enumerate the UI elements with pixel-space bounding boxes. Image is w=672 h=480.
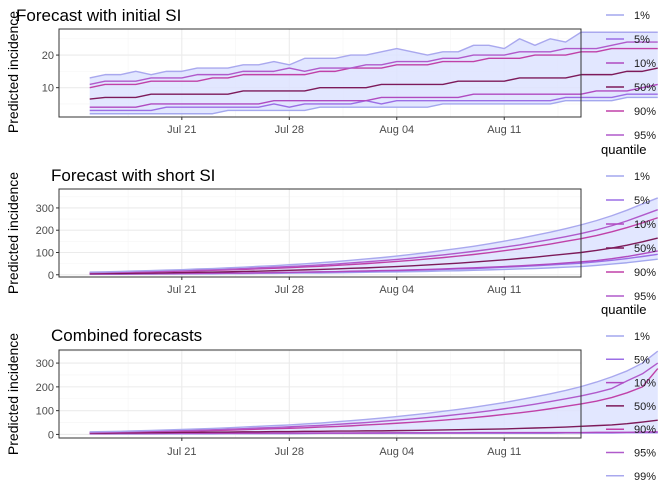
y-tick-label: 10 — [42, 83, 54, 95]
x-tick-label: Aug 04 — [379, 446, 414, 458]
series-line-50pct — [89, 419, 658, 434]
y-tick-label: 0 — [48, 270, 54, 282]
legend-label: 95% — [634, 130, 656, 142]
x-tick-label: Jul 21 — [167, 284, 196, 296]
y-tick-label: 300 — [36, 203, 54, 215]
legend-title: quantile — [601, 142, 647, 157]
panel-border — [58, 188, 582, 278]
chart-panel-3: 0 100 200 300 Jul 21 Jul 28 Aug 04 Aug 11 Combin… — [5, 326, 659, 458]
series-line-95pct — [89, 209, 659, 274]
series-line-10pct — [89, 431, 658, 435]
series-line-90pct — [89, 368, 659, 434]
y-tick-label: 100 — [36, 406, 54, 418]
legend-label: 99% — [634, 471, 656, 480]
legend-label: 50% — [634, 243, 656, 255]
x-tick-label: Jul 21 — [167, 446, 196, 458]
series-line-99pct — [89, 197, 659, 273]
y-tick-label: 200 — [36, 382, 54, 394]
series-line-1pct — [89, 96, 658, 115]
legend-label: 5% — [634, 354, 650, 366]
legend-label: 50% — [634, 401, 656, 413]
legend-label: 90% — [634, 106, 656, 118]
y-axis-label: Predicted incidence — [5, 172, 21, 294]
panel-title: Combined forecasts — [51, 326, 202, 345]
series-line-99pct — [89, 31, 658, 79]
x-tick-label: Aug 04 — [379, 124, 414, 136]
legend-label: 5% — [634, 195, 650, 207]
legend-label: 10% — [634, 219, 656, 231]
y-axis-label: Predicted incidence — [5, 333, 21, 455]
legend-2: quantile 1% 5% 10% 50% 90% 95% — [601, 142, 656, 303]
x-tick-label: Aug 11 — [487, 284, 521, 296]
legend-label: 5% — [634, 34, 650, 46]
y-tick-label: 200 — [36, 225, 54, 237]
legend-title: quantile — [601, 302, 647, 317]
series-line-99pct — [89, 350, 659, 433]
series-line-90pct — [89, 47, 658, 89]
x-tick-label: Aug 04 — [379, 284, 414, 296]
legend-label: 1% — [634, 171, 650, 183]
panel-border — [58, 349, 582, 439]
series-line-5pct — [89, 93, 658, 112]
series-line-95pct — [89, 362, 659, 433]
y-axis-label: Predicted incidence — [5, 11, 21, 133]
series-line-50pct — [89, 237, 658, 275]
quantile-ribbon — [89, 197, 658, 275]
legend-label: 1% — [634, 10, 650, 22]
series-line-10pct — [89, 83, 658, 108]
series-line-50pct — [89, 67, 658, 100]
legend-label: 1% — [634, 331, 650, 343]
panel-title: Forecast with short SI — [51, 166, 215, 185]
x-tick-label: Jul 28 — [275, 446, 304, 458]
y-tick-label: 300 — [36, 358, 54, 370]
x-tick-label: Jul 21 — [167, 124, 196, 136]
legend-1: 1% 5% 10% 50% 90% 95% — [606, 10, 656, 142]
panel-title: Forecast with initial SI — [16, 6, 181, 25]
x-tick-label: Jul 28 — [275, 124, 304, 136]
x-tick-label: Aug 11 — [487, 124, 521, 136]
legend-label: 90% — [634, 267, 656, 279]
legend-3: quantile 1% 5% 10% 50% 90% 95% 99% — [601, 302, 656, 480]
legend-label: 10% — [634, 378, 656, 390]
legend-label: 90% — [634, 424, 656, 436]
series-line-10pct — [89, 250, 658, 275]
x-tick-label: Aug 11 — [487, 446, 521, 458]
series-line-95pct — [89, 41, 658, 86]
y-tick-label: 20 — [42, 50, 54, 62]
y-tick-label: 0 — [48, 429, 54, 441]
chart-panel-2: 0 100 200 300 Jul 21 Jul 28 Aug 04 Aug 11 Foreca… — [5, 166, 659, 296]
legend-label: 95% — [634, 291, 656, 303]
x-tick-label: Jul 28 — [275, 284, 304, 296]
panel-border — [58, 28, 582, 118]
chart-panel-1: 10 20 Jul 21 Jul 28 Aug 04 Aug 11 Forecast wit… — [5, 6, 658, 136]
y-tick-label: 100 — [36, 247, 54, 259]
legend-label: 95% — [634, 448, 656, 460]
legend-label: 10% — [634, 58, 656, 70]
legend-label: 50% — [634, 82, 656, 94]
